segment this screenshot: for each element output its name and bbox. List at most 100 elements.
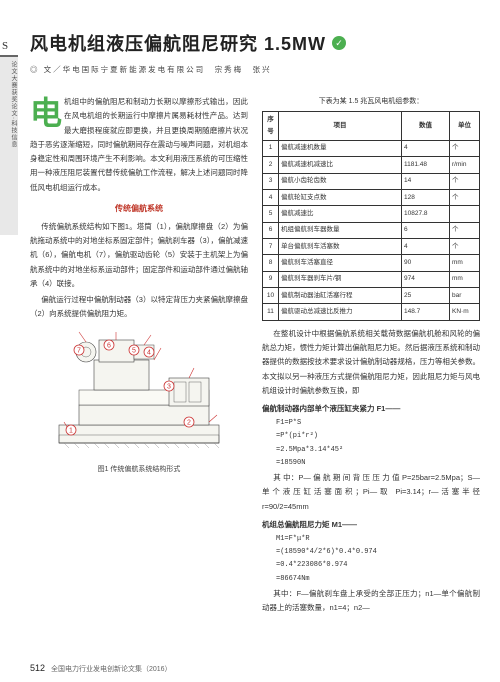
page-footer: 512 全国电力行业发电创新论文集（2016）: [30, 663, 172, 674]
table-cell: 单台偏航刹车活塞数: [279, 239, 402, 255]
table-cell: 4: [263, 190, 279, 206]
table-cell: 偏航刹车器刹车片/钢: [279, 271, 402, 287]
table-cell: 14: [402, 173, 450, 189]
table-row: 10偏航制动器油缸活塞行程25bar: [263, 288, 480, 304]
formula-heading-f1: 偏航制动器内部单个液压缸夹紧力 F1——: [262, 402, 480, 416]
table-cell: bar: [450, 288, 480, 304]
table-cell: 偏航小齿轮齿数: [279, 173, 402, 189]
table-cell: 25: [402, 288, 450, 304]
table-cell: 974: [402, 271, 450, 287]
table-cell: 偏航减速比: [279, 206, 402, 222]
table-cell: [450, 206, 480, 222]
formula-line: =0.4*223086*0.974: [276, 560, 480, 571]
intro-paragraph: 电 机组中的偏航阻尼和制动力长期以摩擦形式输出，因此在风电机组的长期运行中摩擦片…: [30, 95, 248, 195]
callout-number: 4: [147, 349, 151, 356]
table-cell: 偏航制动器油缸活塞行程: [279, 288, 402, 304]
left-column: 电 机组中的偏航阻尼和制动力长期以摩擦形式输出，因此在风电机组的长期运行中摩擦片…: [30, 95, 248, 617]
table-row: 9偏航刹车器刹车片/钢974mm: [263, 271, 480, 287]
formula-line: =86674Nm: [276, 574, 480, 585]
table-cell: 偏航减速机减速比: [279, 157, 402, 173]
table-cell: 6: [263, 222, 279, 238]
table-row: 2偏航减速机减速比1181.48r/min: [263, 157, 480, 173]
table-cell: 机组偏航刹车器数量: [279, 222, 402, 238]
table-cell: 偏航驱动总减速比反推力: [279, 304, 402, 320]
formula-line: =P*(pi*r²): [276, 431, 480, 442]
left-p3: 偏航运行过程中偏航制动器（3）以特定背压力夹紧偏航摩擦盘（2）向系统提供偏航阻力…: [30, 293, 248, 322]
table-cell: 10827.8: [402, 206, 450, 222]
left-p2: 传统偏航系统结构如下图1。塔筒（1），偏航摩擦盘（2）为偏航拖动系统中的对地坐标…: [30, 220, 248, 291]
formula-line: =(18590*4/2*6)*0.4*0.974: [276, 547, 480, 558]
callout-number: 2: [187, 419, 191, 426]
table-cell: 1: [263, 140, 279, 156]
table-cell: 10: [263, 288, 279, 304]
callout-number: 5: [132, 347, 136, 354]
table-cell: 偏航轮缸支点数: [279, 190, 402, 206]
table-row: 1偏航减速机数量4个: [263, 140, 480, 156]
table-cell: 8: [263, 255, 279, 271]
table-cell: 4: [402, 140, 450, 156]
sidebar-text: 论文大赛获奖论文·科技信息: [0, 57, 18, 148]
table-cell: 5: [263, 206, 279, 222]
figure-1: 7 6 5 4 3 1 2 图1 传统偏航系统结构形式: [30, 330, 248, 476]
table-cell: 1181.48: [402, 157, 450, 173]
right-p3: 其中：F—偏航刹车盘上承受的全部正压力；n1—单个偏航制动器上的活塞数量，n1=…: [262, 587, 480, 616]
table-cell: 90: [402, 255, 450, 271]
table-cell: 个: [450, 173, 480, 189]
table-cell: 9: [263, 271, 279, 287]
table-row: 4偏航轮缸支点数128个: [263, 190, 480, 206]
two-columns: 电 机组中的偏航阻尼和制动力长期以摩擦形式输出，因此在风电机组的长期运行中摩擦片…: [30, 95, 480, 617]
table-header: 单位: [450, 112, 480, 141]
title-row: 风电机组液压偏航阻尼研究 1.5MW ✓: [30, 30, 480, 56]
callout-number: 6: [107, 342, 111, 349]
table-cell: 128: [402, 190, 450, 206]
table-cell: 148.7: [402, 304, 450, 320]
table-cell: 个: [450, 222, 480, 238]
page-number: 512: [30, 663, 45, 673]
table-cell: 4: [402, 239, 450, 255]
dropcap: 电: [30, 97, 62, 129]
params-table: 序号项目数值单位 1偏航减速机数量4个2偏航减速机减速比1181.48r/min…: [262, 111, 480, 320]
sidebar-letter: S: [2, 40, 8, 52]
table-cell: 6: [402, 222, 450, 238]
formula-line: M1=F*μ*R: [276, 534, 480, 545]
table-cell: 偏航刹车活塞直径: [279, 255, 402, 271]
table-cell: r/min: [450, 157, 480, 173]
author-line: ◎ 文／华电国际宁夏新能源发电有限公司 宗秀梅 张兴: [30, 64, 480, 75]
table-cell: 11: [263, 304, 279, 320]
table-cell: KN·m: [450, 304, 480, 320]
table-header: 项目: [279, 112, 402, 141]
callout-number: 7: [77, 347, 81, 354]
table-cell: mm: [450, 271, 480, 287]
sidebar: 论文大赛获奖论文·科技信息: [0, 55, 18, 235]
table-row: 7单台偏航刹车活塞数4个: [263, 239, 480, 255]
callout-number: 3: [167, 383, 171, 390]
table-cell: mm: [450, 255, 480, 271]
table-row: 5偏航减速比10827.8: [263, 206, 480, 222]
table-header: 序号: [263, 112, 279, 141]
table-row: 11偏航驱动总减速比反推力148.7KN·m: [263, 304, 480, 320]
figure-1-caption: 图1 传统偏航系统结构形式: [30, 463, 248, 476]
table-row: 8偏航刹车活塞直径90mm: [263, 255, 480, 271]
callout-number: 1: [69, 427, 73, 434]
formula-line: =2.5Mpa*3.14*45²: [276, 445, 480, 456]
formula-line: =18590N: [276, 458, 480, 469]
right-column: 下表为某 1.5 兆瓦风电机组参数： 序号项目数值单位 1偏航减速机数量4个2偏…: [262, 95, 480, 617]
section-heading-traditional: 传统偏航系统: [30, 201, 248, 216]
formula-line: F1=P*S: [276, 418, 480, 429]
table-caption: 下表为某 1.5 兆瓦风电机组参数：: [262, 95, 480, 108]
formula-heading-m1: 机组总偏航阻尼力矩 M1——: [262, 518, 480, 532]
table-cell: 2: [263, 157, 279, 173]
table-cell: 个: [450, 140, 480, 156]
table-cell: 7: [263, 239, 279, 255]
footer-text: 全国电力行业发电创新论文集（2016）: [51, 666, 172, 673]
table-row: 3偏航小齿轮齿数14个: [263, 173, 480, 189]
right-p2: 其 中：P— 偏 航 期 间 背 压 压 力 值 P=25bar=2.5Mpa；…: [262, 471, 480, 514]
table-cell: 3: [263, 173, 279, 189]
page-content: 风电机组液压偏航阻尼研究 1.5MW ✓ ◎ 文／华电国际宁夏新能源发电有限公司…: [30, 0, 500, 617]
table-cell: 偏航减速机数量: [279, 140, 402, 156]
table-cell: 个: [450, 190, 480, 206]
intro-text: 机组中的偏航阻尼和制动力长期以摩擦形式输出，因此在风电机组的长期运行中摩擦片属易…: [30, 97, 248, 192]
right-p1: 在整机设计中根据偏航系统相关载荷数据偏航机舱和风轮的偏航总力矩，惯性力矩计算出偏…: [262, 327, 480, 398]
table-cell: 个: [450, 239, 480, 255]
table-row: 6机组偏航刹车器数量6个: [263, 222, 480, 238]
